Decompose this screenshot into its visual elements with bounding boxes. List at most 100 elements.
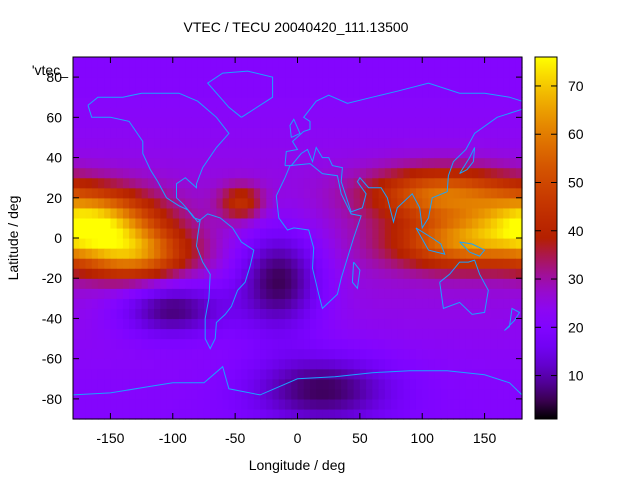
heatmap-cell: [166, 107, 174, 118]
coastline: [195, 213, 255, 350]
heatmap-cell: [366, 248, 373, 259]
heatmap-cell: [166, 338, 174, 350]
heatmap-cell: [147, 77, 155, 88]
heatmap-cell: [428, 398, 436, 410]
heatmap-cell: [359, 97, 367, 108]
heatmap-cell: [172, 97, 180, 108]
heatmap-cell: [266, 137, 274, 149]
heatmap-cell: [154, 238, 161, 249]
heatmap-cell: [341, 57, 348, 68]
heatmap-cell: [422, 368, 430, 380]
heatmap-cell: [366, 217, 373, 229]
heatmap-cell: [110, 308, 118, 320]
heatmap-cell: [147, 57, 155, 68]
heatmap-cell: [179, 67, 186, 78]
heatmap-cell: [359, 217, 367, 229]
heatmap-cell: [110, 67, 118, 78]
heatmap-cell: [179, 177, 186, 189]
heatmap-cell: [515, 278, 523, 289]
heatmap-cell: [154, 258, 161, 269]
heatmap-cell: [203, 137, 211, 149]
heatmap-cell: [203, 358, 211, 370]
heatmap-cell: [203, 207, 211, 219]
heatmap-cell: [316, 57, 324, 68]
heatmap-cell: [297, 117, 305, 128]
heatmap-cell: [497, 348, 504, 360]
heatmap-cell: [272, 348, 280, 360]
heatmap-cell: [503, 358, 511, 370]
heatmap-cell: [210, 378, 218, 390]
heatmap-cell: [141, 77, 149, 88]
heatmap-cell: [285, 67, 292, 78]
heatmap-cell: [465, 97, 473, 108]
heatmap-cell: [297, 177, 305, 189]
heatmap-cell: [266, 388, 274, 400]
heatmap-cell: [228, 107, 236, 118]
heatmap-cell: [490, 248, 498, 259]
heatmap-cell: [297, 308, 305, 320]
heatmap-cell: [415, 338, 423, 350]
heatmap-cell: [79, 258, 87, 269]
heatmap-cell: [253, 248, 261, 259]
heatmap-cell: [247, 57, 255, 68]
heatmap-cell: [154, 388, 161, 400]
heatmap-cell: [285, 147, 292, 159]
heatmap-cell: [484, 87, 492, 98]
heatmap-cell: [85, 147, 93, 159]
heatmap-cell: [322, 217, 330, 229]
heatmap-cell: [334, 278, 342, 289]
heatmap-cell: [384, 378, 392, 390]
heatmap-cell: [179, 207, 186, 219]
heatmap-cell: [260, 197, 267, 209]
heatmap-cell: [359, 318, 367, 330]
heatmap-cell: [372, 318, 380, 330]
heatmap-cell: [203, 318, 211, 330]
heatmap-cell: [104, 308, 112, 320]
heatmap-cell: [378, 207, 386, 219]
heatmap-cell: [453, 338, 461, 350]
heatmap-cell: [422, 238, 430, 249]
heatmap-cell: [428, 107, 436, 118]
heatmap-cell: [154, 167, 161, 179]
heatmap-cell: [347, 147, 355, 159]
heatmap-cell: [409, 328, 417, 340]
heatmap-cell: [403, 348, 411, 360]
heatmap-cell: [453, 157, 461, 169]
heatmap-cell: [403, 238, 411, 249]
heatmap-cell: [359, 77, 367, 88]
heatmap-cell: [166, 57, 174, 68]
heatmap-cell: [135, 258, 143, 269]
heatmap-cell: [341, 127, 348, 139]
heatmap-cell: [191, 57, 199, 68]
heatmap-cell: [509, 167, 517, 179]
heatmap-cell: [179, 298, 186, 309]
heatmap-cell: [428, 338, 436, 350]
heatmap-cell: [247, 238, 255, 249]
heatmap-cell: [210, 288, 218, 299]
heatmap-cell: [247, 318, 255, 330]
heatmap-cell: [472, 278, 479, 289]
heatmap-cell: [497, 117, 504, 128]
heatmap-cell: [503, 378, 511, 390]
heatmap-cell: [116, 398, 124, 410]
heatmap-cell: [260, 77, 267, 88]
heatmap-cell: [116, 177, 124, 189]
heatmap-cell: [428, 258, 436, 269]
heatmap-cell: [73, 358, 80, 370]
heatmap-cell: [79, 187, 87, 199]
heatmap-cell: [272, 328, 280, 340]
heatmap-cell: [291, 157, 299, 169]
heatmap-cell: [440, 398, 448, 410]
heatmap-cell: [228, 238, 236, 249]
heatmap-cell: [241, 408, 249, 420]
heatmap-cell: [428, 238, 436, 249]
heatmap-cell: [222, 157, 230, 169]
heatmap-cell: [203, 197, 211, 209]
heatmap-cell: [222, 227, 230, 239]
heatmap-cell: [116, 137, 124, 149]
heatmap-cell: [422, 398, 430, 410]
x-tick-label: -50: [225, 430, 245, 446]
heatmap-cell: [104, 157, 112, 169]
heatmap-cell: [222, 348, 230, 360]
heatmap-cell: [353, 127, 361, 139]
